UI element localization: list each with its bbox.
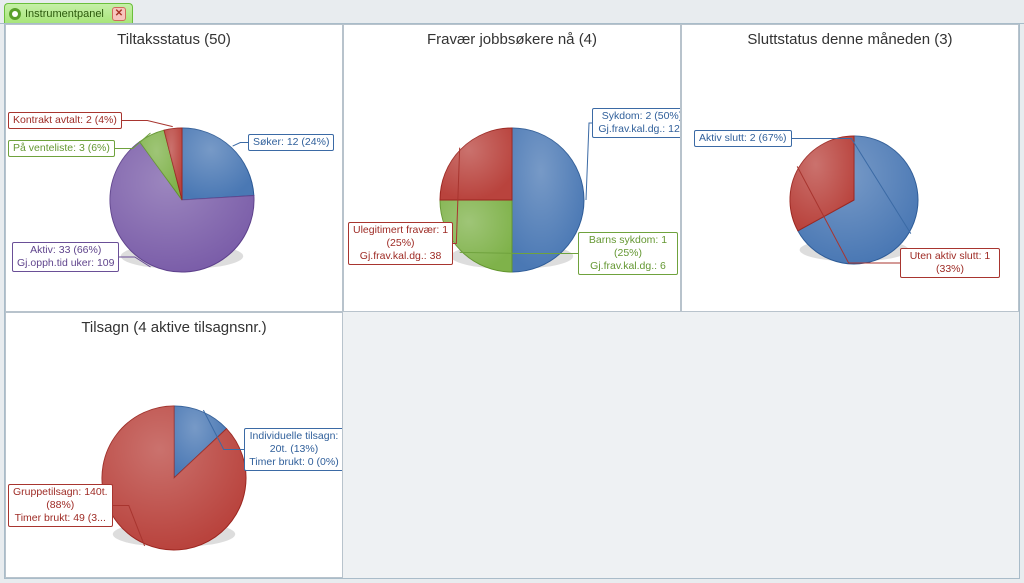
chart-tiltak: Søker: 12 (24%) Aktiv: 33 (66%) Gj.opph.t… xyxy=(6,50,342,308)
chart-callout: Ulegitimert fravær: 1 (25%) Gj.frav.kal.… xyxy=(348,222,453,265)
dashboard-icon xyxy=(9,8,21,20)
chart-callout: Søker: 12 (24%) xyxy=(248,134,334,151)
panel-slutt: Sluttstatus denne måneden (3) Aktiv slut… xyxy=(681,24,1019,312)
tab-label: Instrumentpanel xyxy=(25,8,104,20)
tab-instrumentpanel[interactable]: Instrumentpanel ✕ xyxy=(4,3,133,23)
chart-callout: Sykdom: 2 (50%) Gj.frav.kal.dg.: 125 xyxy=(592,108,681,138)
chart-callout: Gruppetilsagn: 140t. (88%) Timer brukt: … xyxy=(8,484,113,527)
chart-callout: Aktiv: 33 (66%) Gj.opph.tid uker: 109 xyxy=(12,242,119,272)
chart-callout: Aktiv slutt: 2 (67%) xyxy=(694,130,792,147)
chart-slutt: Aktiv slutt: 2 (67%) Uten aktiv slutt: 1 … xyxy=(682,50,1018,308)
chart-callout: Uten aktiv slutt: 1 (33%) xyxy=(900,248,1000,278)
panel-title: Sluttstatus denne måneden (3) xyxy=(682,25,1018,50)
chart-fravaer: Sykdom: 2 (50%) Gj.frav.kal.dg.: 125 Barn… xyxy=(344,50,680,308)
panel-tiltak: Tiltaksstatus (50) Søker: 12 (24%) Aktiv:… xyxy=(5,24,343,312)
panel-fravaer: Fravær jobbsøkere nå (4) Sykdom: 2 (50%)… xyxy=(343,24,681,312)
chart-tilsagn: Individuelle tilsagn: 20t. (13%) Timer b… xyxy=(6,338,342,574)
panel-tilsagn: Tilsagn (4 aktive tilsagnsnr.) Individue… xyxy=(5,312,343,578)
dashboard-body: Tiltaksstatus (50) Søker: 12 (24%) Aktiv:… xyxy=(4,24,1020,579)
panel-title: Tiltaksstatus (50) xyxy=(6,25,342,50)
chart-callout: På venteliste: 3 (6%) xyxy=(8,140,115,157)
close-icon[interactable]: ✕ xyxy=(112,7,126,21)
chart-callout: Individuelle tilsagn: 20t. (13%) Timer b… xyxy=(244,428,343,471)
chart-callout: Kontrakt avtalt: 2 (4%) xyxy=(8,112,122,129)
panel-title: Fravær jobbsøkere nå (4) xyxy=(344,25,680,50)
panel-title: Tilsagn (4 aktive tilsagnsnr.) xyxy=(6,313,342,338)
chart-callout: Barns sykdom: 1 (25%) Gj.frav.kal.dg.: 6 xyxy=(578,232,678,275)
tab-bar: Instrumentpanel ✕ xyxy=(0,0,1024,24)
